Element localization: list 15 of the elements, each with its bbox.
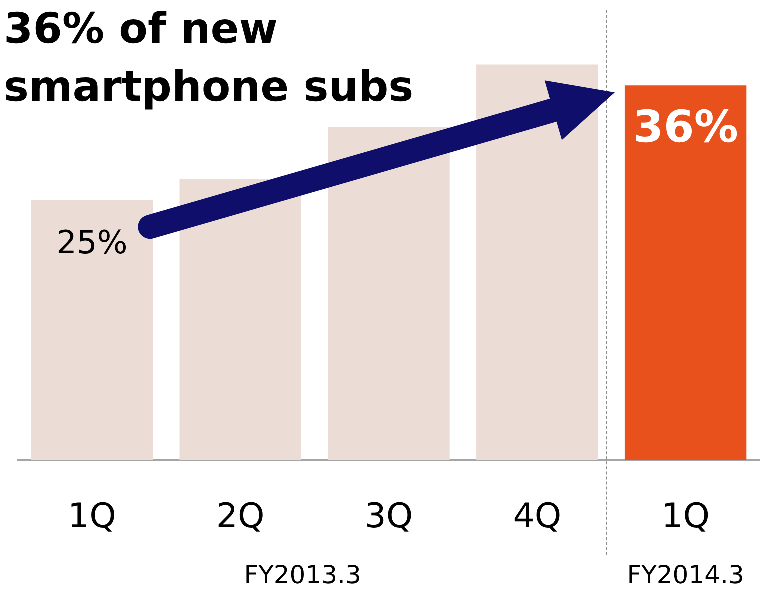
x-tick-label: 1Q	[68, 496, 116, 536]
x-tick-label: 2Q	[216, 496, 265, 536]
text: FY2013.3	[244, 560, 362, 590]
bar	[624, 86, 747, 460]
data-label: 36%	[633, 102, 738, 154]
bar	[328, 127, 450, 460]
chart-title: 36% of new smartphone subs	[4, 3, 415, 113]
bar	[31, 200, 154, 460]
x-tick-label: 1Q	[662, 496, 710, 536]
bar	[476, 64, 598, 460]
text: FY2014.3	[627, 560, 744, 590]
data-label: 25%	[56, 223, 128, 262]
x-tick-label: 3Q	[364, 496, 414, 536]
x-tick-label: 4Q	[513, 496, 562, 536]
bar	[180, 179, 302, 460]
